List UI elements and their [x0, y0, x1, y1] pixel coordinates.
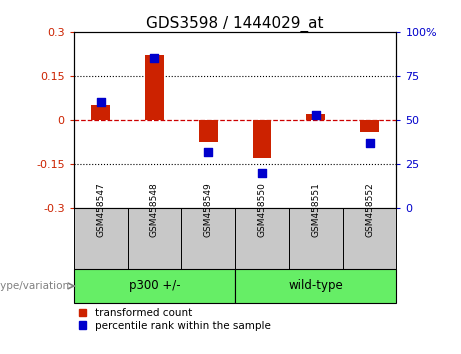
- Legend: transformed count, percentile rank within the sample: transformed count, percentile rank withi…: [79, 308, 271, 331]
- Text: GSM458552: GSM458552: [365, 183, 374, 237]
- Text: GSM458547: GSM458547: [96, 183, 105, 237]
- FancyBboxPatch shape: [289, 208, 343, 269]
- FancyBboxPatch shape: [235, 269, 396, 303]
- Text: genotype/variation: genotype/variation: [0, 281, 69, 291]
- Text: GSM458549: GSM458549: [204, 183, 213, 237]
- Text: wild-type: wild-type: [289, 279, 343, 292]
- Text: GSM458551: GSM458551: [311, 182, 320, 237]
- Bar: [360, 120, 379, 132]
- Point: [366, 140, 373, 146]
- FancyBboxPatch shape: [343, 208, 396, 269]
- FancyBboxPatch shape: [181, 208, 235, 269]
- Text: GSM458548: GSM458548: [150, 183, 159, 237]
- Point: [97, 99, 104, 105]
- Title: GDS3598 / 1444029_at: GDS3598 / 1444029_at: [146, 16, 324, 32]
- FancyBboxPatch shape: [74, 208, 128, 269]
- Text: p300 +/-: p300 +/-: [129, 279, 180, 292]
- Bar: [307, 114, 325, 120]
- Bar: [199, 120, 218, 142]
- Point: [205, 149, 212, 154]
- Text: GSM458550: GSM458550: [258, 182, 266, 237]
- Point: [258, 170, 266, 176]
- FancyBboxPatch shape: [235, 208, 289, 269]
- Bar: [145, 55, 164, 120]
- Bar: [253, 120, 272, 158]
- Point: [151, 56, 158, 61]
- Bar: [91, 105, 110, 120]
- FancyBboxPatch shape: [128, 208, 181, 269]
- Point: [312, 112, 319, 118]
- FancyBboxPatch shape: [74, 269, 235, 303]
